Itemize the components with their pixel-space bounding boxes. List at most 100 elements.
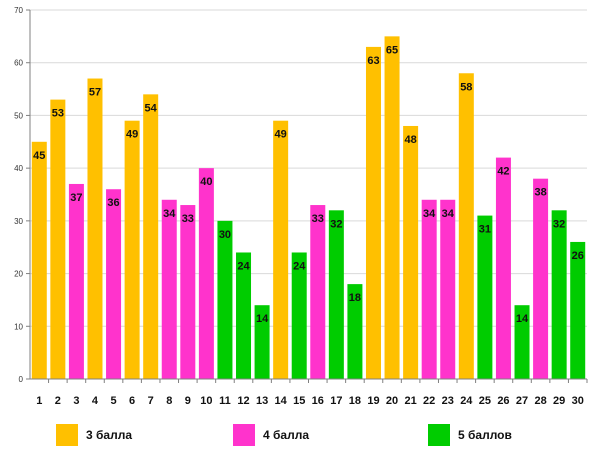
x-tick-label: 4 — [92, 395, 99, 407]
y-tick-label: 30 — [14, 217, 23, 226]
x-tick-label: 13 — [256, 395, 268, 407]
legend-label-5: 5 баллов — [458, 428, 512, 442]
bar — [365, 46, 381, 380]
bar — [403, 125, 419, 379]
bar — [87, 78, 103, 380]
legend-swatch-4 — [233, 424, 255, 446]
data-label: 53 — [52, 108, 64, 120]
x-tick-label: 9 — [185, 395, 191, 407]
data-label: 38 — [534, 187, 546, 199]
bar — [533, 178, 549, 379]
bar — [161, 199, 177, 379]
data-label: 49 — [275, 129, 287, 141]
x-tick-label: 15 — [293, 395, 305, 407]
y-tick-label: 0 — [19, 375, 24, 384]
y-tick-label: 60 — [14, 59, 23, 68]
x-tick-label: 11 — [219, 395, 231, 407]
x-tick-label: 19 — [367, 395, 379, 407]
data-label: 42 — [497, 166, 509, 178]
bar — [124, 120, 140, 379]
legend-item-4: 4 балла — [233, 422, 309, 448]
legend-item-5: 5 баллов — [428, 422, 512, 448]
x-tick-label: 17 — [330, 395, 342, 407]
bar — [328, 210, 344, 379]
bar — [50, 99, 66, 379]
data-label: 57 — [89, 87, 101, 99]
data-label: 58 — [460, 81, 472, 93]
bar — [254, 305, 270, 379]
data-label: 32 — [553, 218, 565, 230]
x-tick-label: 16 — [312, 395, 324, 407]
y-tick-label: 50 — [14, 111, 23, 120]
bar — [217, 220, 233, 379]
data-label: 33 — [312, 213, 324, 225]
bar — [384, 36, 400, 379]
data-label: 14 — [516, 313, 529, 325]
legend-label-4: 4 балла — [263, 428, 310, 442]
y-tick-label: 10 — [14, 322, 23, 331]
x-tick-label: 1 — [36, 395, 42, 407]
data-label: 63 — [367, 55, 379, 67]
legend-label-3: 3 балла — [86, 428, 133, 442]
bar — [440, 199, 456, 379]
data-label: 48 — [404, 134, 416, 146]
gridlines — [30, 9, 587, 327]
x-tick-label: 10 — [200, 395, 212, 407]
y-tick-label: 70 — [14, 6, 23, 15]
data-label: 37 — [70, 192, 82, 204]
bar — [551, 210, 567, 379]
legend-swatch-3 — [56, 424, 78, 446]
data-label: 24 — [237, 260, 250, 272]
x-tick-label: 26 — [497, 395, 509, 407]
data-label: 34 — [163, 208, 176, 220]
bar — [273, 120, 289, 379]
y-tick-label: 20 — [14, 270, 23, 279]
x-tick-label: 20 — [386, 395, 398, 407]
bar — [68, 183, 84, 379]
x-tick-label: 23 — [442, 395, 454, 407]
data-label: 14 — [256, 313, 269, 325]
x-tick-label: 22 — [423, 395, 435, 407]
y-tick-label: 40 — [14, 164, 23, 173]
x-tick-label: 7 — [148, 395, 154, 407]
bar — [495, 157, 511, 379]
x-tick-label: 27 — [516, 395, 528, 407]
bar — [236, 252, 252, 379]
x-tick-label: 24 — [460, 395, 473, 407]
data-label: 54 — [145, 102, 158, 114]
bar — [180, 205, 196, 379]
bar — [570, 241, 586, 379]
x-tick-label: 21 — [404, 395, 416, 407]
legend-swatch-5 — [428, 424, 450, 446]
x-tick-label: 28 — [534, 395, 546, 407]
x-tick-label: 5 — [110, 395, 116, 407]
x-tick-label: 6 — [129, 395, 135, 407]
x-tick-label: 18 — [349, 395, 361, 407]
bar — [198, 168, 214, 379]
x-tick-label: 30 — [572, 395, 584, 407]
x-tick-label: 2 — [55, 395, 61, 407]
x-tick-label: 12 — [237, 395, 249, 407]
bar — [421, 199, 437, 379]
bar — [477, 215, 493, 379]
legend-item-3: 3 балла — [56, 422, 132, 448]
bar — [347, 284, 363, 379]
data-label: 34 — [442, 208, 455, 220]
bars: 45 53 37 57 36 49 54 34 33 40 30 24 14 49 24 33 32 18 63 65… — [31, 36, 586, 380]
x-tick-label: 8 — [166, 395, 172, 407]
bar — [310, 205, 326, 379]
x-tick-label: 14 — [275, 395, 288, 407]
data-label: 34 — [423, 208, 436, 220]
bar — [106, 189, 122, 379]
data-label: 26 — [572, 250, 584, 262]
data-label: 33 — [182, 213, 194, 225]
data-label: 24 — [293, 260, 306, 272]
data-label: 31 — [479, 224, 491, 236]
y-axis: 0 10 20 30 40 50 60 70 — [14, 6, 31, 384]
bar — [291, 252, 307, 379]
x-tick-label: 29 — [553, 395, 565, 407]
data-label: 18 — [349, 292, 361, 304]
bar — [458, 73, 474, 379]
data-label: 40 — [200, 176, 212, 188]
